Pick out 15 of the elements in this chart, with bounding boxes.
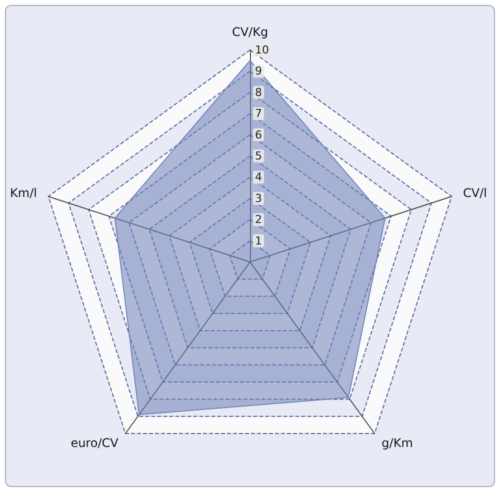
y-tick-label: 4 xyxy=(255,170,262,184)
spoke-label: CV/Kg xyxy=(232,25,268,39)
y-tick-label: 3 xyxy=(255,192,262,205)
y-tick-label: 7 xyxy=(255,107,262,120)
y-tick-label: 10 xyxy=(255,44,269,56)
y-tick-label: 8 xyxy=(255,86,262,99)
y-tick-label: 1 xyxy=(255,234,262,248)
spoke-label: CV/l xyxy=(463,186,488,200)
y-tick-label: 9 xyxy=(255,64,262,78)
spoke-label: g/Km xyxy=(382,436,413,450)
y-tick-label: 2 xyxy=(255,213,262,226)
spoke-label: euro/CV xyxy=(70,436,120,450)
y-tick-label: 6 xyxy=(255,128,262,142)
y-tick-label: 5 xyxy=(255,150,262,162)
spoke-label: Km/l xyxy=(10,186,37,200)
